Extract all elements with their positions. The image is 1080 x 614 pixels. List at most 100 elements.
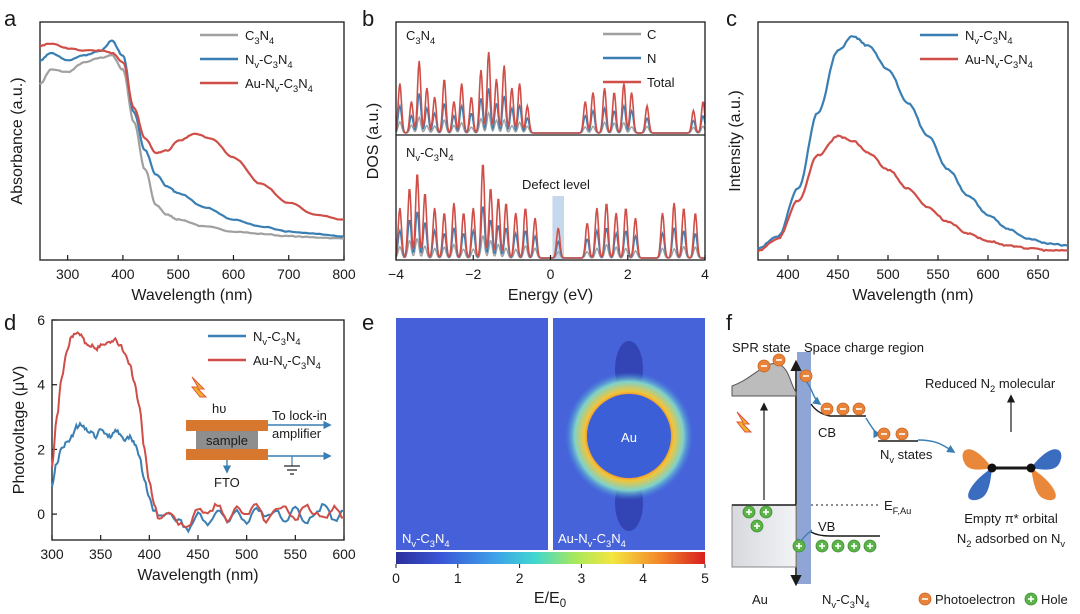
legend-Au-Nv-C3N4: Au-Nv-C3N4 <box>245 76 313 94</box>
x-tick-label: 300 <box>40 546 64 562</box>
orbital-lobe-2 <box>968 468 992 501</box>
colorbar-tick-label: 5 <box>701 570 709 586</box>
photoelectron-label: Photoelectron <box>935 592 1015 607</box>
colorbar <box>396 552 705 564</box>
line-Au-Nv-C3N4 <box>51 331 345 529</box>
panel-label-a: a <box>4 6 17 31</box>
spr-state-hump <box>731 363 797 397</box>
x-tick-label: 400 <box>111 266 135 282</box>
x-axis-title: Wavelength (nm) <box>137 567 258 584</box>
plot-c: 400 450 500 550 600 650 Wavelength (nm) Intensi… <box>727 21 1069 304</box>
legend-Au-Nv-C3N4: Au-Nv-C3N4 <box>965 52 1033 70</box>
inset-lockin-1: To lock-in <box>272 408 327 423</box>
schematic-f: EF,Au CB VB Nv states SPR state Space charge … <box>731 340 1068 610</box>
x-tick-label: 700 <box>277 266 301 282</box>
vb-band <box>810 531 880 537</box>
plot-frame <box>39 21 345 261</box>
x-axis-title: Wavelength (nm) <box>131 287 252 304</box>
line-Nv-C3N4 <box>39 39 345 238</box>
legend-Nv-C3N4: Nv-C3N4 <box>965 28 1013 46</box>
light-bolt-icon <box>190 376 208 398</box>
legend-C: C <box>647 27 656 42</box>
x-tick-label: 350 <box>89 546 113 562</box>
y-axis-title: Intensity (a.u.) <box>727 90 744 191</box>
inset-device: hυ sample To lock-in amplifier FTO <box>186 376 332 490</box>
inset-hv: hυ <box>212 401 226 416</box>
x-axis-title: Energy (eV) <box>508 287 593 304</box>
cb-label: CB <box>818 425 836 440</box>
panel-label-c: c <box>726 6 737 31</box>
sample-layer <box>196 431 258 449</box>
x-tick-label: 550 <box>926 266 950 282</box>
x-tick-label: 4 <box>701 266 709 282</box>
x-tick-label: 600 <box>332 546 356 562</box>
nv-c3n4-label: Nv-C3N4 <box>822 592 870 610</box>
colorbar-title: E/E0 <box>534 590 566 610</box>
bottom-electrode <box>186 449 268 460</box>
au-particle <box>587 394 671 478</box>
plot-frame <box>757 21 1069 261</box>
field-map-left <box>396 318 548 550</box>
vb-label: VB <box>818 519 835 534</box>
colorbar-tick-label: 2 <box>516 570 524 586</box>
x-tick-label: 650 <box>1026 266 1050 282</box>
y-tick-label: 0 <box>37 506 45 522</box>
x-tick-label: 800 <box>332 266 356 282</box>
defect-level-label: Defect level <box>522 177 590 192</box>
colorbar-tick-label: 1 <box>454 570 462 586</box>
colorbar-tick-label: 4 <box>639 570 647 586</box>
legend-Total: Total <box>647 75 675 90</box>
x-tick-label: 450 <box>826 266 850 282</box>
orbital-lobe-4 <box>1031 468 1056 501</box>
plot-d: 300 350 400 450 500 550 600 0 2 4 6 Wavelength (nm)… <box>11 312 356 584</box>
map-left-label: Nv-C3N4 <box>402 531 450 549</box>
y-axis-title: DOS (a.u.) <box>365 103 382 179</box>
transfer-arrow-2 <box>865 417 882 439</box>
line-Nv-C3N4 <box>757 35 1069 250</box>
au-label: Au <box>752 592 768 607</box>
y-axis-title: Absorbance (a.u.) <box>9 77 26 204</box>
legend-Au-Nv-C3N4: Au-Nv-C3N4 <box>253 353 321 371</box>
orbital-lobe-1 <box>962 449 992 470</box>
x-tick-label: 500 <box>876 266 900 282</box>
orbital-lobe-3 <box>1031 449 1062 470</box>
n-atom-2 <box>1026 463 1036 473</box>
colorbar-tick-label: 3 <box>578 570 586 586</box>
inset-lockin-2: amplifier <box>272 426 322 441</box>
x-tick-label: 2 <box>624 266 632 282</box>
x-tick-label: 300 <box>56 266 80 282</box>
x-tick-label: 500 <box>167 266 191 282</box>
legend-N: N <box>647 51 656 66</box>
hole-label: Hole <box>1041 592 1068 607</box>
nv-states-label: Nv states <box>880 447 933 465</box>
y-axis-title: Photovoltage (μV) <box>11 366 28 494</box>
legend-C3N4: C3N4 <box>245 28 274 46</box>
plot-b: −4 −2 0 2 4 Energy (eV) DOS (a.u.) C3N4 Nv-C3N4 D… <box>365 21 709 304</box>
empty-orbital-label: Empty π* orbital <box>964 511 1058 526</box>
panel-label-f: f <box>726 310 733 335</box>
light-bolt-icon <box>735 411 753 433</box>
x-tick-label: 550 <box>284 546 308 562</box>
x-tick-label: 500 <box>235 546 259 562</box>
line-Au-Nv-C3N4 <box>39 42 344 221</box>
panel-label-e: e <box>362 310 374 335</box>
map-right-label: Au-Nv-C3N4 <box>558 531 626 549</box>
n-atom-1 <box>987 463 997 473</box>
dos-top-label: C3N4 <box>406 28 435 46</box>
transfer-arrow-3 <box>917 439 956 453</box>
panel-label-d: d <box>4 310 16 335</box>
fermi-label: EF,Au <box>884 498 911 516</box>
dos-bottom-label: Nv-C3N4 <box>406 145 454 163</box>
inset-fto: FTO <box>214 475 240 490</box>
plot-a: 300 400 500 600 700 800 Wavelength (nm) Absorba… <box>9 21 356 304</box>
space-charge-label: Space charge region <box>804 340 924 355</box>
au-particle-label: Au <box>621 430 637 445</box>
x-tick-label: 400 <box>776 266 800 282</box>
spr-state-label: SPR state <box>732 340 791 355</box>
x-axis-title: Wavelength (nm) <box>852 287 973 304</box>
line-Au-Nv-C3N4 <box>757 134 1069 253</box>
x-tick-label: 600 <box>222 266 246 282</box>
legend-Nv-C3N4: Nv-C3N4 <box>253 329 301 347</box>
adsorbed-label: N2 adsorbed on Nv <box>957 531 1066 549</box>
